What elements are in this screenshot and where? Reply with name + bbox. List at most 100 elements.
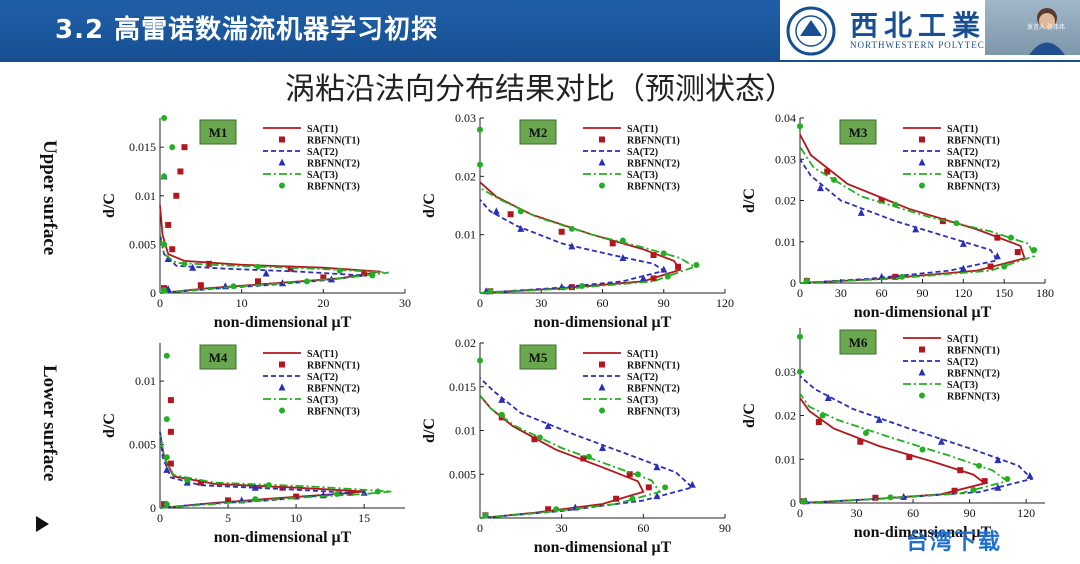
- chart-m3: 0 30 60 90 120 150 180 0 0.01 0.02 0.03 0.04 non-dim…: [741, 111, 1054, 321]
- data-point-rbfnnt1: [957, 467, 964, 474]
- legend-triangle-icon: [598, 158, 606, 166]
- x-tick-label: 120: [954, 286, 972, 300]
- data-point-rbfnnt1: [580, 455, 587, 462]
- chart-panel-m3: 0 30 60 90 120 150 180 0 0.01 0.02 0.03 0.04 non-dim…: [735, 110, 1055, 329]
- data-point-rbfnnt3: [252, 496, 259, 503]
- data-point-rbfnnt3: [862, 430, 869, 436]
- legend-label: SA(T2): [627, 147, 658, 158]
- data-point-rbfnnt2: [639, 274, 647, 282]
- data-point-rbfnnt1: [987, 263, 994, 270]
- data-point-rbfnnt3: [664, 273, 671, 280]
- data-point-rbfnnt2: [875, 415, 883, 423]
- data-point-rbfnnt1: [361, 270, 368, 277]
- data-point-rbfnnt3: [374, 488, 381, 495]
- x-tick-label: 120: [1017, 506, 1035, 520]
- legend-label: RBFNN(T2): [627, 159, 680, 170]
- data-point-rbfnnt2: [912, 225, 920, 233]
- data-point-rbfnnt3: [819, 412, 826, 419]
- data-point-rbfnnt1: [906, 454, 913, 461]
- panel-label: M4: [209, 350, 228, 365]
- y-tick-label: 0: [790, 496, 796, 510]
- legend-label: SA(T3): [627, 395, 658, 406]
- data-point-rbfnnt3: [304, 278, 310, 285]
- play-button[interactable]: [36, 516, 49, 532]
- data-point-rbfnnt3: [1004, 475, 1011, 482]
- data-point-rbfnnt1: [169, 246, 176, 253]
- chart-panel-m6: 0 30 60 90 120 0 0.01 0.02 0.03 non-dimensional μ…: [735, 320, 1055, 549]
- data-point-rbfnnt2: [360, 488, 368, 496]
- data-point-rbfnnt1: [626, 471, 633, 478]
- y-tick-label: 0.01: [455, 424, 476, 438]
- data-point-rbfnnt1: [177, 168, 184, 175]
- x-tick-label: 0: [477, 521, 483, 535]
- legend-square-icon: [599, 136, 605, 143]
- legend-label: RBFNN(T1): [307, 136, 360, 147]
- data-point-rbfnnt3: [568, 225, 575, 232]
- legend-label: SA(T3): [947, 170, 978, 181]
- data-point-rbfnnt3: [477, 126, 483, 133]
- data-point-rbfnnt3: [517, 208, 524, 215]
- data-point-rbfnnt3: [797, 333, 803, 340]
- data-point-rbfnnt3: [477, 357, 483, 364]
- data-point-rbfnnt3: [953, 220, 960, 227]
- data-point-rbfnnt3: [887, 494, 894, 501]
- data-point-rbfnnt2: [517, 224, 525, 232]
- x-tick-label: 90: [964, 506, 976, 520]
- y-axis-label: d/C: [741, 188, 758, 213]
- legend-circle-icon: [279, 182, 285, 189]
- x-tick-label: 90: [658, 296, 670, 310]
- legend-triangle-icon: [278, 158, 286, 166]
- data-point-rbfnnt1: [255, 278, 261, 285]
- x-axis-label: non-dimensional μT: [534, 539, 672, 556]
- y-tick-label: 0.02: [455, 336, 476, 350]
- data-point-rbfnnt3: [161, 173, 168, 180]
- data-point-rbfnnt3: [255, 263, 261, 270]
- data-point-rbfnnt2: [262, 269, 270, 277]
- y-tick-label: 0.015: [449, 380, 476, 394]
- data-point-rbfnnt3: [634, 471, 641, 478]
- x-tick-label: 20: [317, 296, 329, 310]
- data-point-rbfnnt3: [660, 250, 667, 257]
- data-point-rbfnnt2: [189, 263, 197, 271]
- legend-square-icon: [919, 346, 925, 353]
- data-point-rbfnnt3: [831, 176, 838, 183]
- series-line-sat1: [799, 134, 1026, 284]
- legend-label: RBFNN(T2): [307, 384, 360, 395]
- x-tick-label: 60: [637, 521, 649, 535]
- data-point-rbfnnt1: [206, 260, 212, 267]
- x-tick-label: 120: [716, 296, 734, 310]
- data-point-rbfnnt3: [163, 501, 170, 508]
- y-tick-label: 0: [150, 501, 156, 515]
- y-tick-label: 0.01: [775, 452, 796, 466]
- x-tick-label: 90: [917, 286, 929, 300]
- data-point-rbfnnt1: [558, 228, 565, 235]
- legend-triangle-icon: [598, 383, 606, 391]
- data-point-rbfnnt2: [688, 480, 696, 488]
- y-axis-label: d/C: [741, 403, 758, 428]
- panel-badge: [519, 344, 557, 370]
- data-point-rbfnnt1: [279, 484, 286, 491]
- panel-label: M3: [849, 125, 868, 140]
- legend-label: SA(T2): [307, 147, 338, 158]
- y-tick-label: 0.01: [135, 374, 156, 388]
- data-point-rbfnnt3: [265, 482, 272, 489]
- slide-title: 涡粘沿法向分布结果对比（预测状态）: [285, 72, 795, 107]
- y-tick-label: 0.005: [129, 438, 156, 452]
- x-axis-label: non-dimensional μT: [534, 314, 672, 331]
- y-axis-label: d/C: [101, 193, 118, 218]
- data-point-rbfnnt3: [161, 115, 168, 121]
- legend-label: RBFNN(T2): [627, 384, 680, 395]
- series-line-sat2: [479, 199, 666, 294]
- legend-square-icon: [279, 361, 285, 368]
- speaker-avatar-icon: [1029, 8, 1065, 55]
- speaker-label: 发言人 张伟伟: [1027, 24, 1065, 31]
- panel-badge: [199, 119, 237, 145]
- x-axis-label: non-dimensional μT: [214, 529, 352, 546]
- legend-label: SA(T3): [307, 395, 338, 406]
- data-point-rbfnnt3: [536, 434, 543, 441]
- data-point-rbfnnt3: [163, 454, 170, 461]
- data-point-rbfnnt3: [803, 277, 810, 284]
- legend-square-icon: [279, 136, 285, 143]
- legend-label: SA(T2): [947, 147, 978, 158]
- row-label-lower: Lower surface: [39, 365, 60, 482]
